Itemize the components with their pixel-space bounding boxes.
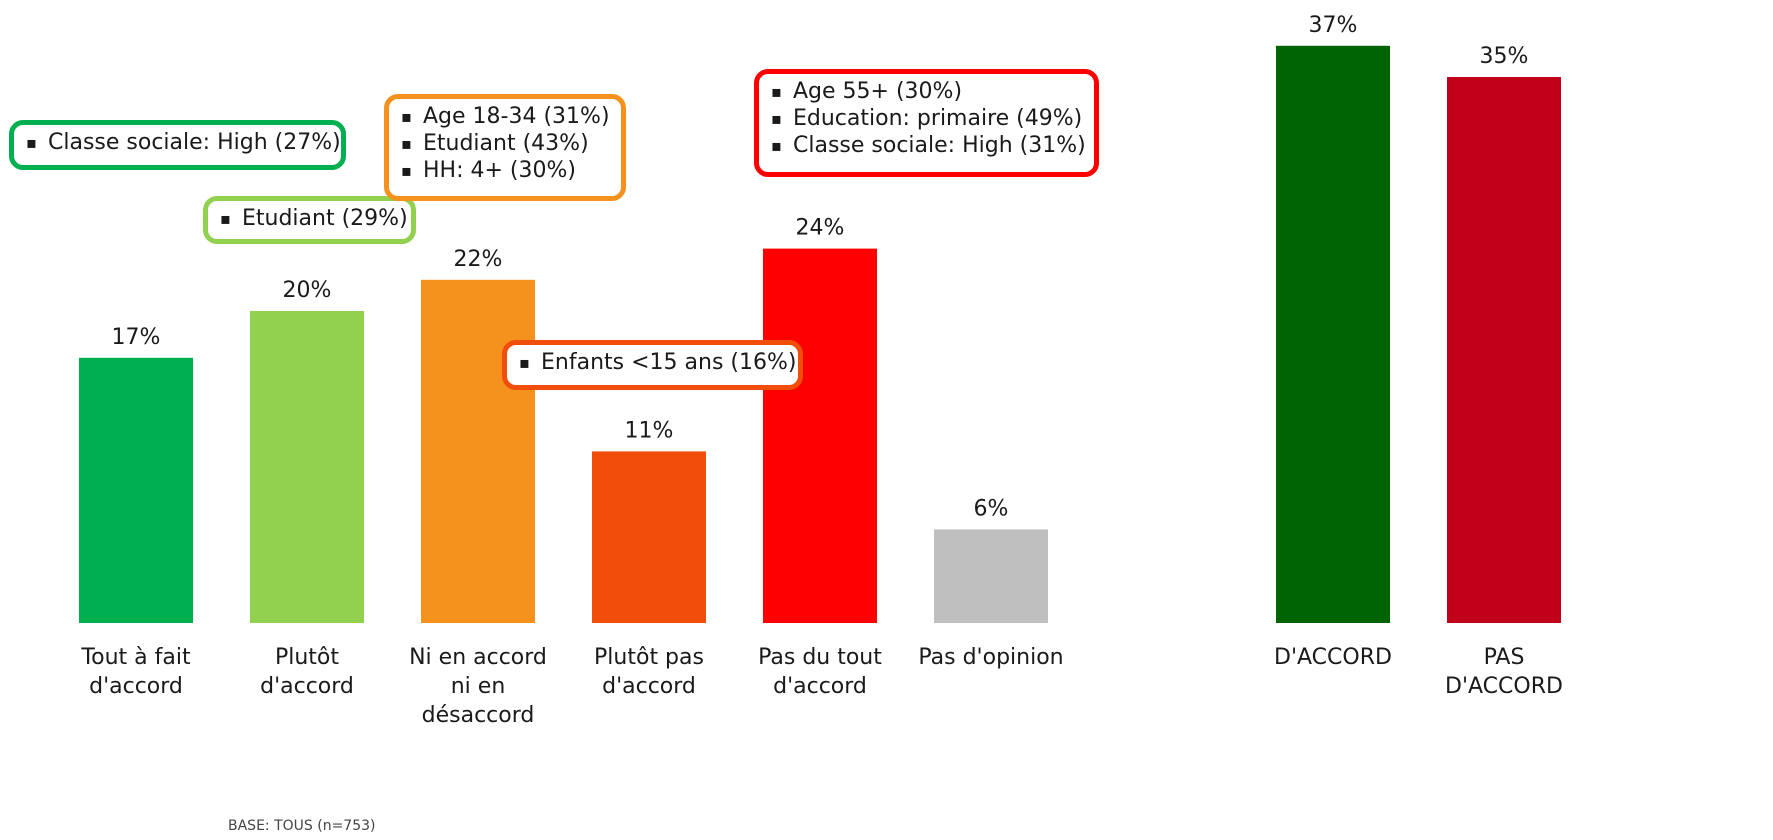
value-label-pas-d-accord: 35% [1480, 44, 1529, 69]
category-label-ni-en-accord-ni-en-desaccord: Ni en accord ni en désaccord [409, 645, 547, 728]
callout-item: Age 55+ (30%) [771, 78, 1082, 105]
callout-item: HH: 4+ (30%) [401, 157, 609, 184]
bar-pas-d-accord [1447, 77, 1561, 623]
value-label-ni-en-accord-ni-en-desaccord: 22% [454, 247, 503, 272]
category-label-pas-d-accord: PAS D'ACCORD [1445, 645, 1563, 699]
bar-plutot-d-accord [250, 311, 364, 623]
callout-item: Etudiant (29%) [220, 205, 408, 232]
category-label-plutot-d-accord: Plutôt d'accord [260, 645, 354, 699]
value-label-plutot-d-accord: 20% [283, 278, 332, 303]
value-label-pas-du-tout-d-accord: 24% [796, 216, 845, 241]
category-label-pas-du-tout-d-accord: Pas du tout d'accord [758, 645, 882, 699]
callout-plutot-daccord: Etudiant (29%) [203, 196, 416, 244]
bar-pas-du-tout-d-accord [763, 248, 877, 623]
bar-pas-d-opinion [934, 529, 1048, 623]
category-label-plutot-pas-d-accord: Plutôt pas d'accord [594, 645, 704, 699]
callout-pas-du-tout-daccord: Age 55+ (30%) Education: primaire (49%) … [754, 69, 1099, 177]
callout-tout-a-fait-daccord: Classe sociale: High (27%) [9, 120, 346, 170]
base-footnote: BASE: TOUS (n=753) [228, 818, 376, 834]
callout-item: Enfants <15 ans (16%) [519, 349, 796, 376]
bar-ni-en-accord-ni-en-desaccord [421, 279, 535, 623]
category-label-d-accord: D'ACCORD [1274, 645, 1392, 670]
bar-d-accord [1276, 45, 1390, 624]
callout-item: Age 18-34 (31%) [401, 103, 610, 130]
callout-item: Education: primaire (49%) [771, 105, 1082, 132]
bar-plutot-pas-d-accord [592, 451, 706, 623]
callout-ni-en-accord: Age 18-34 (31%) Etudiant (43%) HH: 4+ (3… [384, 94, 626, 201]
callout-plutot-pas-daccord: Enfants <15 ans (16%) [502, 340, 803, 390]
value-label-d-accord: 37% [1309, 13, 1358, 38]
callout-item: Classe sociale: High (31%) [771, 132, 1086, 159]
value-label-pas-d-opinion: 6% [974, 496, 1009, 521]
value-label-tout-a-fait-d-accord: 17% [112, 325, 161, 350]
callout-item: Classe sociale: High (27%) [26, 129, 341, 156]
category-label-tout-a-fait-d-accord: Tout à fait d'accord [80, 645, 191, 699]
callout-item: Etudiant (43%) [401, 130, 609, 157]
bar-tout-a-fait-d-accord [79, 357, 193, 623]
category-label-pas-d-opinion: Pas d'opinion [918, 645, 1063, 670]
value-label-plutot-pas-d-accord: 11% [625, 418, 674, 443]
